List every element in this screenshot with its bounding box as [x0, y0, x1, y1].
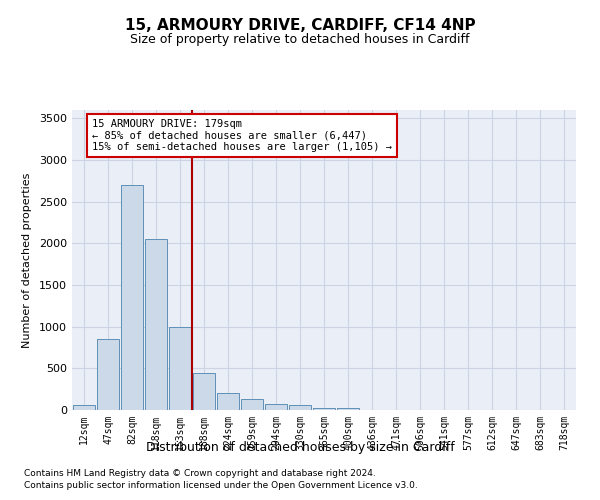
Bar — [337, 408, 359, 410]
Text: 15 ARMOURY DRIVE: 179sqm
← 85% of detached houses are smaller (6,447)
15% of sem: 15 ARMOURY DRIVE: 179sqm ← 85% of detach… — [92, 119, 392, 152]
Bar — [217, 393, 239, 410]
Text: Distribution of detached houses by size in Cardiff: Distribution of detached houses by size … — [146, 441, 454, 454]
Bar — [121, 185, 143, 410]
Text: Contains public sector information licensed under the Open Government Licence v3: Contains public sector information licen… — [24, 481, 418, 490]
Bar — [265, 404, 287, 410]
Bar — [97, 339, 119, 410]
Bar — [289, 404, 311, 410]
Bar — [73, 406, 95, 410]
Y-axis label: Number of detached properties: Number of detached properties — [22, 172, 32, 348]
Bar — [145, 239, 167, 410]
Text: Size of property relative to detached houses in Cardiff: Size of property relative to detached ho… — [130, 32, 470, 46]
Bar — [241, 399, 263, 410]
Bar — [313, 408, 335, 410]
Bar — [169, 326, 191, 410]
Bar — [193, 372, 215, 410]
Text: 15, ARMOURY DRIVE, CARDIFF, CF14 4NP: 15, ARMOURY DRIVE, CARDIFF, CF14 4NP — [125, 18, 475, 32]
Text: Contains HM Land Registry data © Crown copyright and database right 2024.: Contains HM Land Registry data © Crown c… — [24, 468, 376, 477]
